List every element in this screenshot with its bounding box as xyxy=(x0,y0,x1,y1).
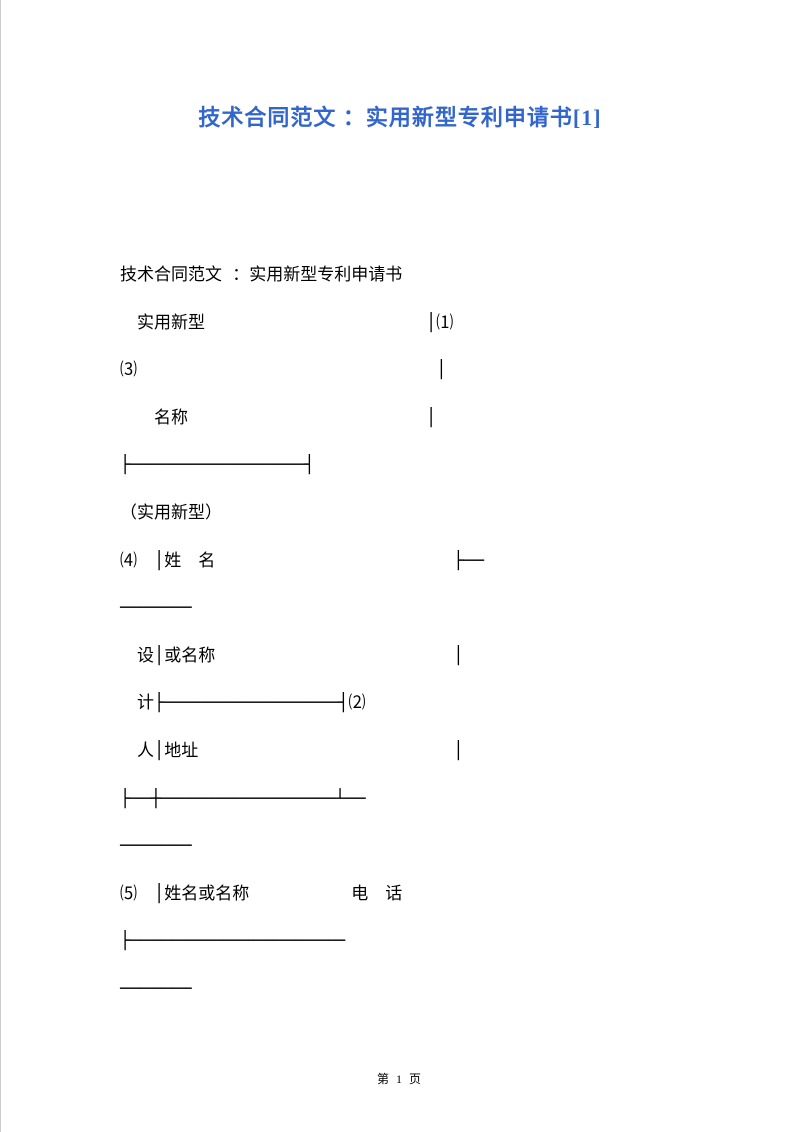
content-line: ─────── xyxy=(120,585,680,633)
content-line: （实用新型） xyxy=(120,490,680,538)
content-line: ├───────────────────── xyxy=(120,918,680,966)
document-title: 技术合同范文 ：实用新型专利申请书[1] xyxy=(120,100,680,132)
content-line: 名称 │ xyxy=(120,395,680,443)
content-line: ├──┼─────────────────┴── xyxy=(120,776,680,824)
page-number: 第 1 页 xyxy=(0,1070,800,1087)
content-line: ⑷ │姓 名 ├── xyxy=(120,538,680,586)
content-line: 技术合同范文 ：实用新型专利申请书 xyxy=(120,252,680,300)
document-content: 技术合同范文 ：实用新型专利申请书 实用新型 │⑴ ⑶ │ 名称 │ ├────… xyxy=(120,252,680,1014)
content-line: ⑶ │ xyxy=(120,347,680,395)
content-line: ├─────────────────┤ xyxy=(120,442,680,490)
content-line: 设│或名称 │ xyxy=(120,633,680,681)
content-line: 计├─────────────────┤⑵ xyxy=(120,680,680,728)
content-line: 实用新型 │⑴ xyxy=(120,300,680,348)
content-line: ─────── xyxy=(120,966,680,1014)
content-line: 人│地址 │ xyxy=(120,728,680,776)
content-line: ─────── xyxy=(120,823,680,871)
document-page: 技术合同范文 ：实用新型专利申请书[1] 技术合同范文 ：实用新型专利申请书 实… xyxy=(0,0,800,1132)
content-line: ⑸ │姓名或名称 电 话 xyxy=(120,871,680,919)
